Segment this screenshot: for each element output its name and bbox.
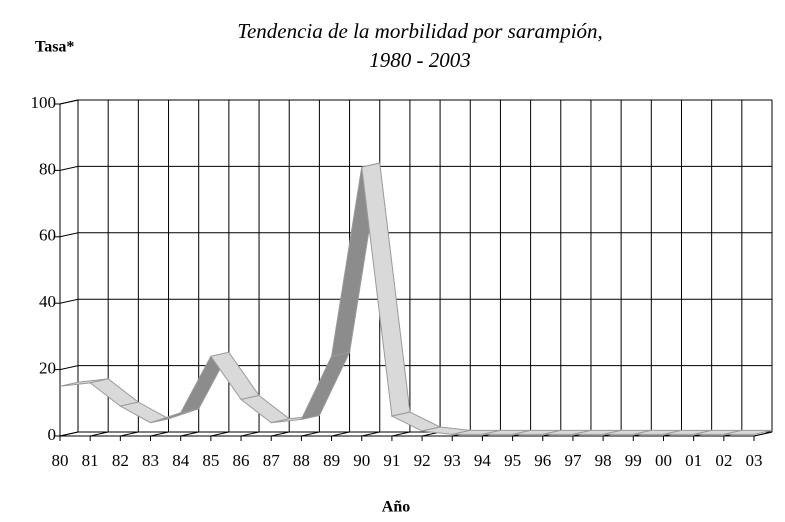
floor-line [59,431,79,437]
grid-line [59,99,79,105]
y-tick-label: 80 [39,159,56,178]
x-tick-label: 87 [263,451,281,470]
x-tick-label: 94 [474,451,492,470]
x-tick-label: 93 [444,451,461,470]
floor-line [301,431,320,437]
grid-line [59,365,79,371]
x-tick-label: 95 [504,451,521,470]
x-tick-label: 83 [142,451,159,470]
ribbon-segment [239,394,291,424]
x-tick-label: 90 [353,451,370,470]
x-tick-label: 96 [534,451,551,470]
y-axis-label: Tasa* [35,39,74,56]
chart-title: 1980 - 2003 [369,48,471,72]
x-tick-label: 88 [293,451,310,470]
x-tick-label: 01 [685,451,702,470]
floor-line [240,431,260,437]
x-tick-label: 85 [202,451,219,470]
y-tick-label: 20 [39,359,56,378]
ribbon-segment [210,351,260,401]
floor-line [120,431,139,437]
y-tick-label: 0 [48,425,57,444]
floor-line [753,431,773,437]
y-tick-label: 60 [39,226,56,245]
floor-line [391,431,411,437]
chart-title: Tendencia de la morbilidad por sarampión… [237,19,603,43]
x-tick-label: 98 [595,451,612,470]
x-tick-label: 97 [564,451,582,470]
floor-line [90,431,109,437]
floor-line [361,431,380,437]
y-tick-label: 40 [39,292,56,311]
x-tick-label: 81 [82,451,99,470]
x-tick-label: 86 [233,451,250,470]
grid-line [59,232,79,238]
ribbon-segment [723,429,773,435]
floor-line [331,431,350,437]
floor-line [150,431,169,437]
floor-line [210,431,229,437]
x-tick-label: 02 [715,451,732,470]
ribbon-segment [300,351,351,421]
x-tick-label: 00 [655,451,672,470]
x-tick-label: 82 [112,451,129,470]
ribbon-segment [89,378,140,407]
x-tick-label: 92 [414,451,431,470]
x-tick-label: 99 [625,451,642,470]
x-tick-label: 03 [746,451,763,470]
ribbon-segment [361,162,411,417]
floor-line [180,431,199,437]
x-tick-label: 84 [172,451,190,470]
x-axis-label: Año [382,499,410,516]
floor-line [271,431,290,437]
y-tick-label: 100 [31,93,57,112]
grid-line [59,298,79,304]
x-tick-label: 80 [52,451,69,470]
x-tick-label: 89 [323,451,340,470]
grid-line [59,165,79,171]
x-tick-label: 91 [383,451,400,470]
